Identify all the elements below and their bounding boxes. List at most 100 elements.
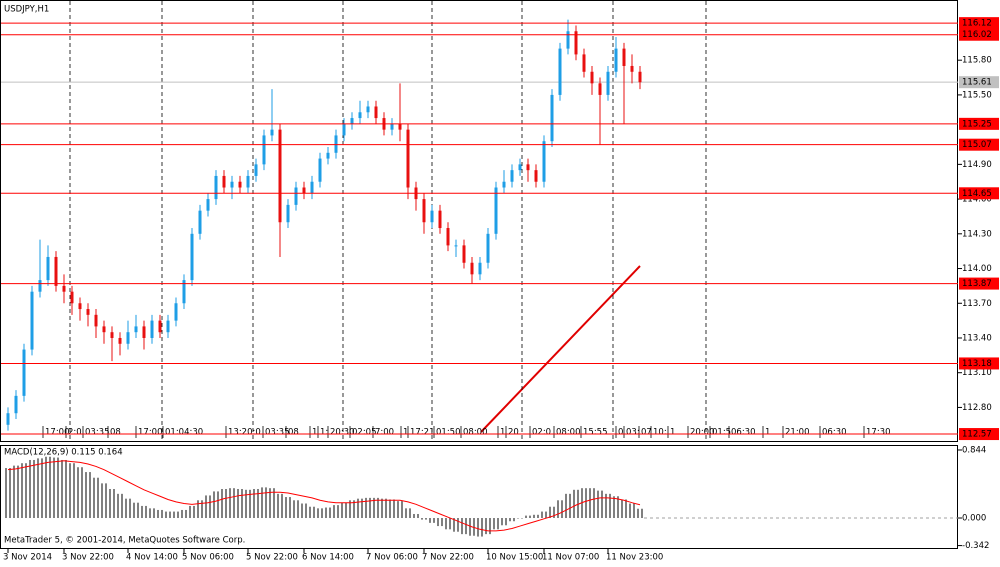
macd-bar — [333, 505, 335, 519]
candle-body — [302, 187, 306, 194]
macd-bar — [633, 503, 635, 519]
macd-bar — [425, 518, 427, 520]
macd-bar — [417, 513, 419, 519]
macd-bar — [81, 467, 83, 519]
candle-body — [582, 54, 586, 72]
candle-body — [510, 170, 514, 182]
candle-body — [550, 94, 554, 142]
event-label: 07 — [641, 428, 652, 438]
macd-bar — [17, 465, 19, 519]
macd-bar — [185, 509, 187, 519]
macd-bar — [481, 518, 483, 537]
macd-bar — [237, 488, 239, 519]
x-tick-label: 10 Nov 15:00 — [486, 553, 543, 563]
candle-body — [390, 123, 394, 130]
event-label: 0 — [618, 428, 623, 438]
event-label: 17:21 — [410, 428, 435, 438]
macd-bar — [617, 496, 619, 519]
level-label: 115.25 — [962, 119, 992, 129]
candle-body — [566, 31, 570, 49]
candle-body — [422, 199, 426, 223]
candle-body — [262, 135, 266, 165]
candle-body — [326, 152, 330, 159]
macd-bar — [77, 467, 79, 519]
candle-body — [158, 320, 162, 333]
macd-bar — [337, 505, 339, 519]
macd-bar — [413, 513, 415, 519]
macd-bar — [177, 511, 179, 519]
candle-body — [246, 175, 250, 188]
macd-bar — [285, 497, 287, 519]
macd-bar — [557, 500, 559, 519]
macd-bar — [105, 483, 107, 519]
macd-bar — [201, 500, 203, 519]
macd-bar — [309, 506, 311, 519]
macd-bar — [433, 518, 435, 523]
candle-body — [134, 326, 138, 333]
macd-bar — [537, 514, 539, 519]
level-label: 112.57 — [962, 430, 992, 440]
macd-bar — [349, 500, 351, 519]
macd-bar — [109, 488, 111, 519]
event-label: 1 — [312, 428, 317, 438]
y-tick-label: 115.50 — [962, 90, 992, 100]
macd-bar — [409, 508, 411, 519]
candle-body — [198, 210, 202, 234]
candle-body — [486, 233, 490, 263]
candle-body — [598, 83, 602, 95]
y-tick-label: 114.00 — [962, 264, 992, 274]
macd-bar — [329, 507, 331, 519]
event-label: 01:5 — [712, 428, 731, 438]
candle-body — [318, 158, 322, 182]
macd-bar — [121, 493, 123, 519]
macd-bar — [585, 488, 587, 519]
macd-bar — [61, 459, 63, 519]
macd-bar — [497, 518, 499, 530]
macd-bar — [49, 456, 51, 519]
candle-body — [430, 210, 434, 223]
event-label: 1 — [403, 428, 408, 438]
event-label: 13:20:0 — [228, 428, 261, 438]
y-tick-label: -0.342 — [962, 541, 989, 551]
last-price-box — [959, 76, 999, 89]
macd-bar — [165, 511, 167, 519]
level-box — [959, 138, 999, 151]
macd-bar — [489, 518, 491, 535]
event-label: 20:00 — [690, 428, 715, 438]
macd-bar — [389, 499, 391, 519]
macd-bar — [597, 490, 599, 519]
level-label: 114.65 — [962, 189, 992, 199]
macd-bar — [173, 511, 175, 519]
macd-bar — [353, 500, 355, 519]
macd-bar — [589, 488, 591, 519]
macd-bar — [553, 506, 555, 519]
macd-bar — [65, 459, 67, 519]
candle-body — [206, 199, 210, 211]
macd-bar — [445, 518, 447, 530]
candle-body — [46, 256, 50, 281]
event-label: 1 — [500, 428, 505, 438]
macd-bar — [193, 505, 195, 519]
x-tick-label: 6 Nov 14:00 — [302, 553, 354, 563]
macd-bar — [369, 497, 371, 519]
macd-bar — [377, 497, 379, 519]
candle-body — [54, 256, 58, 286]
macd-bar — [401, 501, 403, 519]
candle-body — [142, 326, 146, 338]
macd-bar — [509, 518, 511, 522]
macd-bar — [321, 508, 323, 519]
macd-bar — [153, 508, 155, 519]
macd-bar — [605, 493, 607, 519]
macd-bar — [361, 498, 363, 519]
macd-panel-border — [0, 445, 958, 549]
macd-bar — [181, 509, 183, 519]
event-label: 01:04:30 — [165, 428, 203, 438]
macd-bar — [561, 500, 563, 519]
event-label: 06:30 — [731, 428, 756, 438]
macd-bar — [465, 518, 467, 535]
level-box — [959, 428, 999, 441]
macd-bar — [525, 515, 527, 519]
macd-bar — [613, 496, 615, 519]
candle-body — [358, 112, 362, 119]
macd-bar — [565, 493, 567, 519]
